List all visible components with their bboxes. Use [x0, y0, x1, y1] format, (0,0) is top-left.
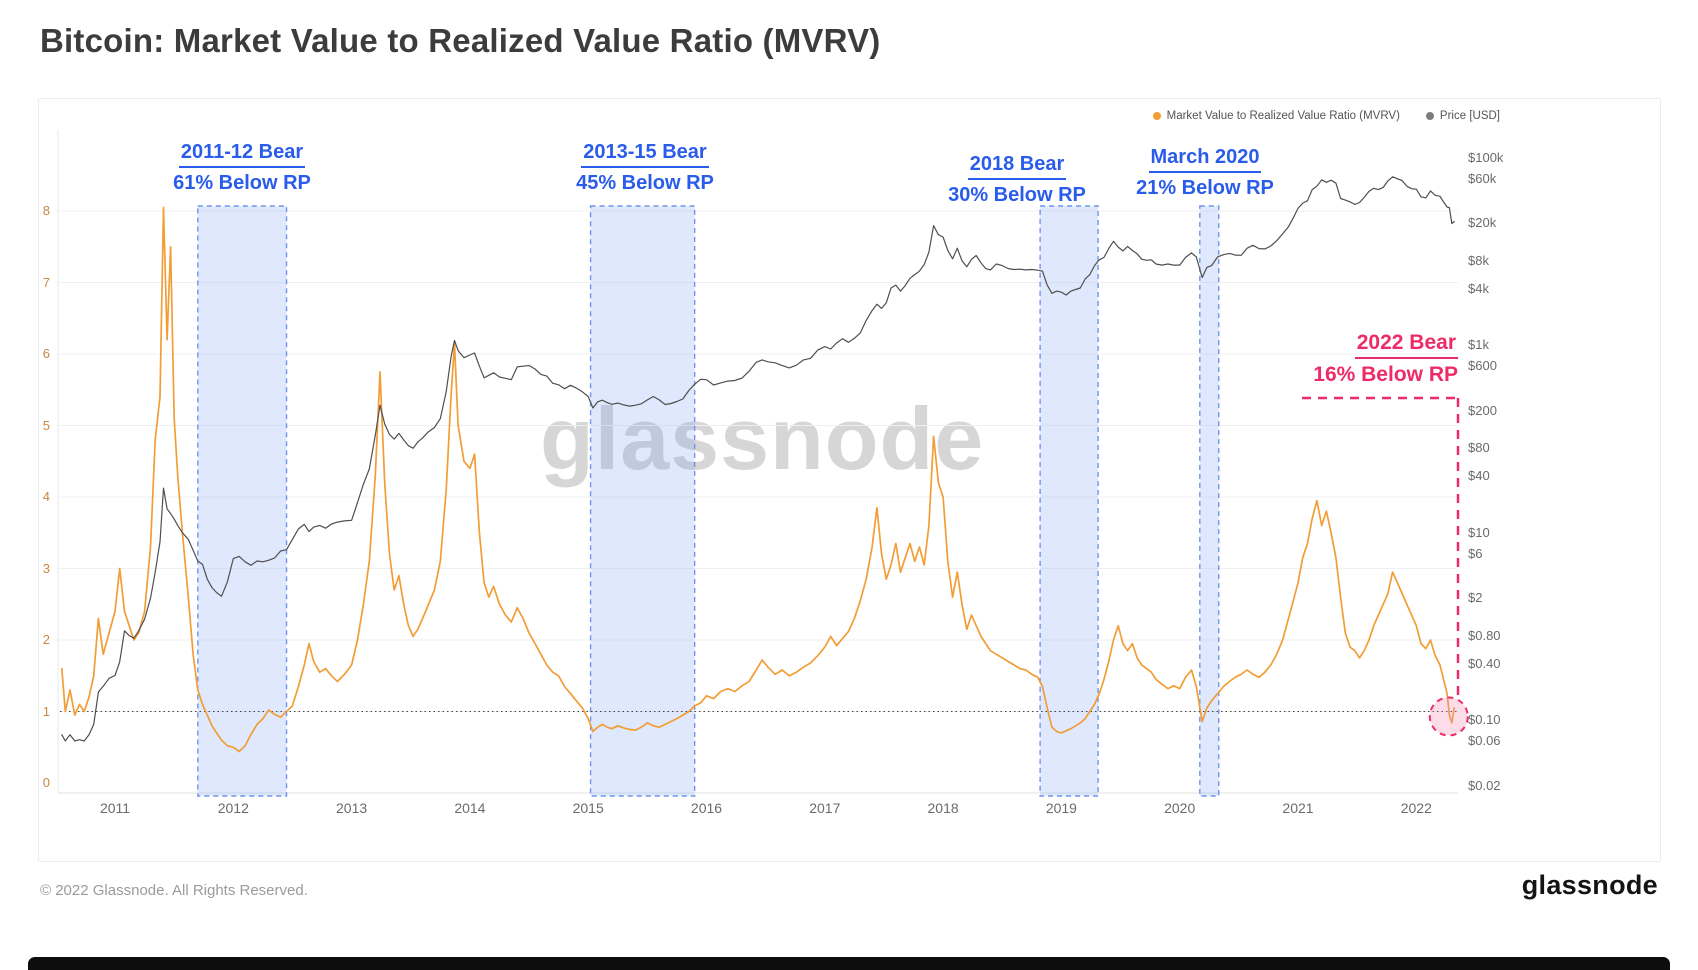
year-tick-label: 2011: [99, 800, 131, 816]
bottom-bar: [28, 957, 1670, 970]
price-axis-tick-label: $2: [1468, 590, 1483, 606]
annotation-march-2020: March 2020 21% Below RP: [1075, 145, 1335, 201]
legend-item-mvrv[interactable]: Market Value to Realized Value Ratio (MV…: [1152, 110, 1400, 122]
annotation-2011-12-bear: 2011-12 Bear 61% Below RP: [112, 140, 372, 196]
bottom-highlight-circle: [1428, 696, 1469, 737]
glassnode-watermark: glassnode: [540, 389, 985, 488]
legend-item-label: Price [USD]: [1439, 110, 1500, 122]
bear-band: [1199, 205, 1220, 797]
mvrv-axis-tick-label: 2: [42, 632, 50, 647]
price-axis-tick-label: $0.10: [1468, 712, 1501, 728]
price-axis-tick-label: $0.40: [1468, 655, 1501, 671]
annotation-subtitle: 16% Below RP: [1313, 363, 1458, 387]
copyright-text: © 2022 Glassnode. All Rights Reserved.: [40, 882, 308, 899]
annotation-subtitle: 30% Below RP: [948, 184, 1086, 206]
price-axis-tick-label: $0.80: [1468, 627, 1501, 643]
year-tick-label: 2018: [927, 800, 959, 816]
annotation-title: 2018 Bear: [967, 152, 1067, 180]
year-tick-label: 2020: [1164, 800, 1196, 816]
annotation-subtitle: 61% Below RP: [173, 172, 311, 194]
legend-item-label: Market Value to Realized Value Ratio (MV…: [1166, 110, 1400, 122]
price-axis-tick-label: $4k: [1468, 280, 1489, 296]
price-axis-tick-label: $20k: [1468, 215, 1497, 231]
page-title: Bitcoin: Market Value to Realized Value …: [40, 22, 881, 59]
price-axis-tick-label: $0.02: [1468, 777, 1501, 793]
mvrv-axis-tick-label: 5: [42, 417, 50, 433]
year-tick-label: 2021: [1282, 800, 1314, 816]
bear-band: [197, 205, 288, 797]
annotation-subtitle: 45% Below RP: [576, 172, 714, 194]
annotation-title: 2011-12 Bear: [178, 140, 306, 168]
mvrv-axis-tick-label: 8: [42, 203, 50, 218]
price-axis-tick-label: $1k: [1468, 337, 1489, 353]
annotation-title: 2022 Bear: [1354, 330, 1458, 360]
annotation-2022-bear: 2022 Bear 16% Below RP: [1230, 330, 1458, 389]
annotation-2018-bear: 2018 Bear 30% Below RP: [887, 152, 1147, 208]
annotation-title: March 2020: [1148, 145, 1262, 173]
year-tick-label: 2012: [217, 800, 249, 816]
bear-band: [1039, 205, 1099, 797]
mvrv-series-dot-icon: [1152, 112, 1161, 120]
price-line: [61, 176, 1455, 742]
mvrv-axis-tick-label: 7: [42, 274, 50, 290]
chart-panel: [38, 98, 1661, 862]
legend-item-price[interactable]: Price [USD]: [1425, 110, 1500, 122]
annotation-2013-15-bear: 2013-15 Bear 45% Below RP: [515, 140, 775, 196]
mvrv-axis-tick-label: 0: [42, 775, 50, 790]
year-tick-label: 2013: [336, 800, 368, 816]
chart-legend: Market Value to Realized Value Ratio (MV…: [1152, 110, 1500, 122]
year-tick-label: 2017: [809, 800, 841, 816]
price-axis-tick-label: $40: [1468, 468, 1490, 484]
price-axis-tick-label: $8k: [1468, 252, 1489, 268]
mvrv-axis-tick-label: 6: [42, 346, 50, 361]
glassnode-logo: glassnode: [1521, 870, 1658, 900]
year-tick-label: 2022: [1400, 800, 1432, 816]
price-axis-tick-label: $200: [1468, 402, 1497, 418]
mvrv-axis-tick-label: 4: [42, 489, 50, 504]
price-axis-tick-label: $80: [1468, 440, 1490, 456]
mvrv-axis-tick-label: 3: [42, 560, 50, 576]
year-tick-label: 2015: [572, 800, 604, 816]
bear-band: [589, 205, 696, 797]
price-axis-tick-label: $10: [1468, 524, 1490, 540]
annotation-subtitle: 21% Below RP: [1136, 177, 1274, 199]
price-axis-tick-label: $600: [1468, 358, 1497, 374]
price-axis-tick-label: $60k: [1468, 170, 1497, 186]
price-axis-tick-label: $6: [1468, 545, 1483, 561]
mvrv-axis-tick-label: 1: [42, 703, 50, 719]
year-tick-label: 2019: [1045, 800, 1077, 816]
mvrv-line: [60, 206, 1456, 753]
year-tick-label: 2016: [690, 800, 723, 816]
price-axis-tick-label: $100k: [1468, 150, 1504, 165]
annotation-title: 2013-15 Bear: [581, 140, 709, 168]
price-series-dot-icon: [1425, 112, 1434, 120]
year-tick-label: 2014: [454, 800, 486, 816]
price-axis-tick-label: $0.06: [1468, 732, 1501, 748]
